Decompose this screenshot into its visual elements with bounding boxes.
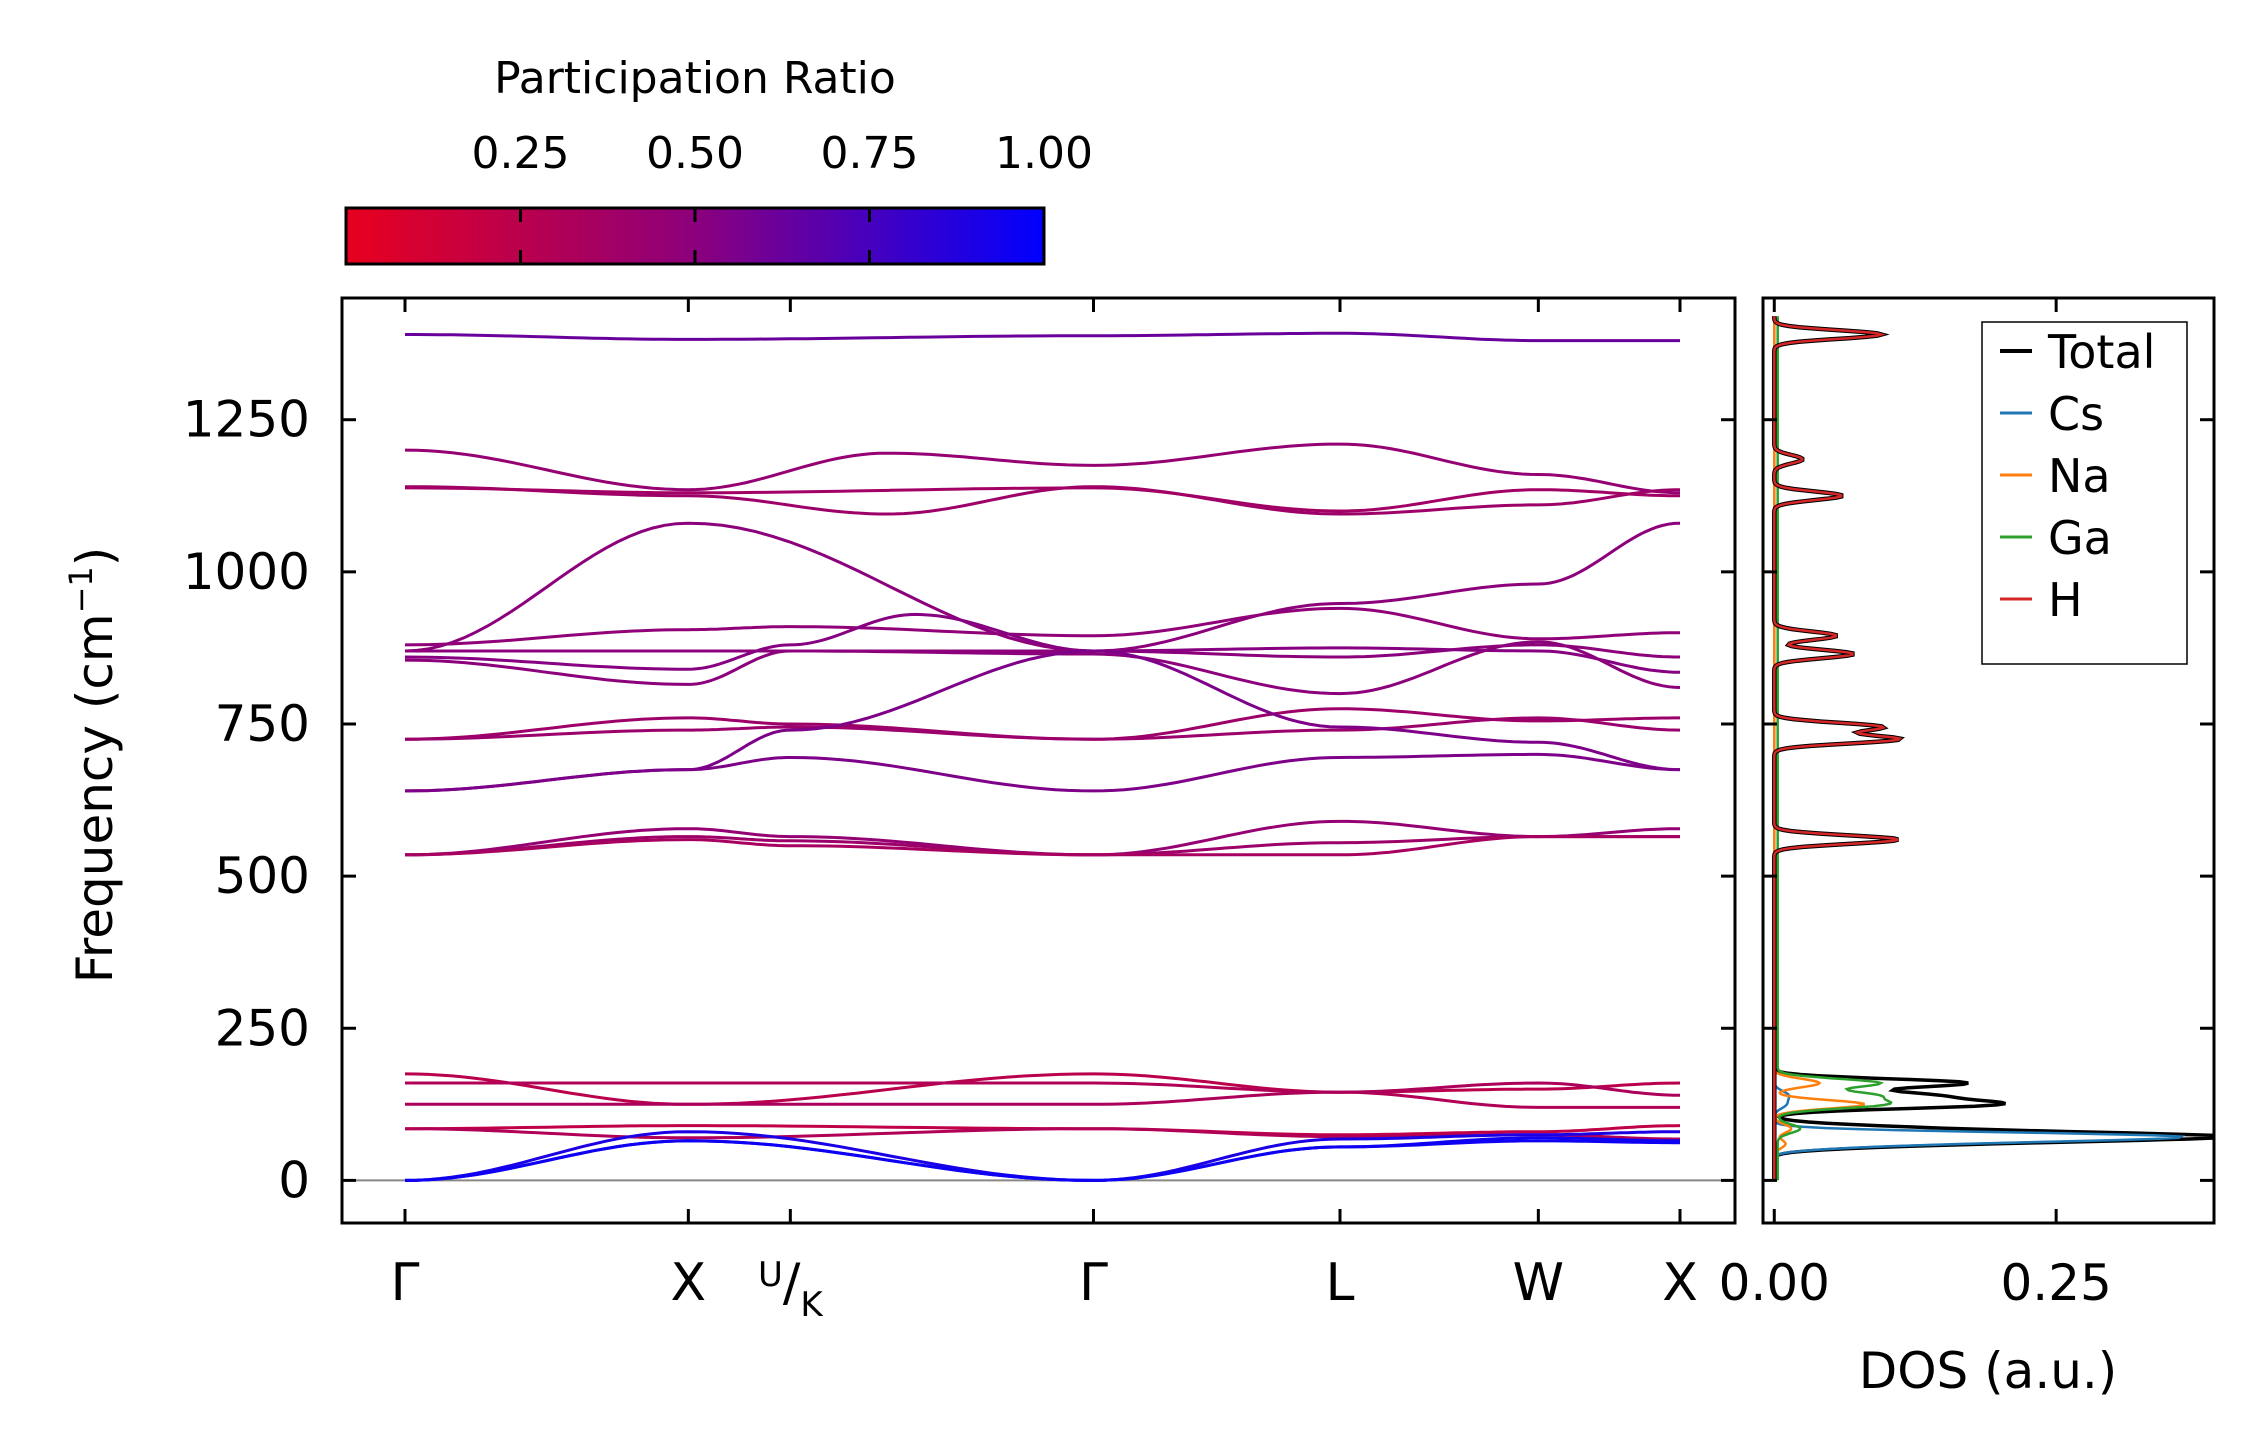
band-line-b2 — [404, 442, 1680, 495]
y-tick-label: 750 — [215, 695, 310, 753]
legend-frame — [1981, 321, 2188, 665]
band-line-b19 — [405, 1081, 1680, 1106]
colorbar-tick-label: 0.50 — [646, 128, 744, 179]
legend-label-cs: Cs — [2048, 387, 2104, 441]
band-line-b13 — [404, 752, 1680, 793]
band-line-a1 — [404, 1130, 1680, 1182]
dos-axes-frame — [1761, 296, 2216, 1225]
band-axes-frame — [340, 296, 1737, 1225]
k-point-label: L — [1326, 1253, 1355, 1313]
band-line-b10 — [404, 707, 1680, 741]
band-line-b6 — [404, 606, 1680, 647]
colorbar-tick-label: 0.75 — [821, 128, 919, 179]
dos-x-axis-label: DOS (a.u.) — [1859, 1342, 2118, 1400]
colorbar-label: Participation Ratio — [494, 53, 896, 104]
band-line-a3 — [404, 1139, 1680, 1182]
y-tick-label: 500 — [215, 847, 310, 905]
colorbar: Participation Ratio 0.25 0.50 0.75 1.00 — [344, 53, 1093, 266]
legend-label-ga: Ga — [2048, 511, 2112, 565]
dos-x-tick-label: 0.00 — [1719, 1254, 1830, 1312]
band-line-b9 — [404, 640, 1681, 696]
dos-x-tick-label: 0.25 — [2000, 1254, 2111, 1312]
band-line-b18 — [405, 1081, 1680, 1109]
y-axis-label: Frequency (cm−1) — [62, 547, 124, 984]
band-line-b1 — [405, 331, 1680, 343]
dos-curve-h — [1773, 316, 1903, 1181]
k-point-label: X — [1662, 1253, 1698, 1313]
dos-panel: 0.00 0.25 DOS (a.u.) Total Cs Na Ga H — [1719, 296, 2216, 1400]
colorbar-tick-label: 1.00 — [995, 128, 1093, 179]
k-point-label: U/K — [758, 1253, 824, 1325]
legend-label-total: Total — [2047, 325, 2155, 379]
band-structure-panel: 0 250 500 750 1000 1250 Γ X U/K Γ L W X Frequency (… — [62, 296, 1737, 1325]
k-point-label: Γ — [391, 1253, 420, 1313]
band-line-b5 — [404, 521, 1681, 653]
colorbar-tick-label: 0.25 — [472, 128, 570, 179]
legend-label-na: Na — [2048, 449, 2111, 503]
band-line-b11 — [405, 716, 1681, 741]
band-line-b16 — [405, 835, 1680, 857]
y-tick-label: 0 — [278, 1151, 310, 1209]
band-line-b4 — [405, 486, 1680, 513]
y-tick-label: 1000 — [183, 543, 310, 601]
k-point-label: W — [1513, 1253, 1564, 1313]
k-point-label: Γ — [1079, 1253, 1108, 1313]
band-line-b21 — [405, 1127, 1680, 1141]
dos-legend: Total Cs Na Ga H — [1981, 321, 2188, 665]
y-tick-label: 250 — [215, 999, 310, 1057]
band-line-b8 — [404, 612, 1681, 674]
k-point-label: X — [671, 1253, 707, 1313]
y-tick-label: 1250 — [183, 391, 310, 449]
band-line-b17 — [404, 1072, 1681, 1106]
legend-label-h: H — [2048, 573, 2083, 627]
